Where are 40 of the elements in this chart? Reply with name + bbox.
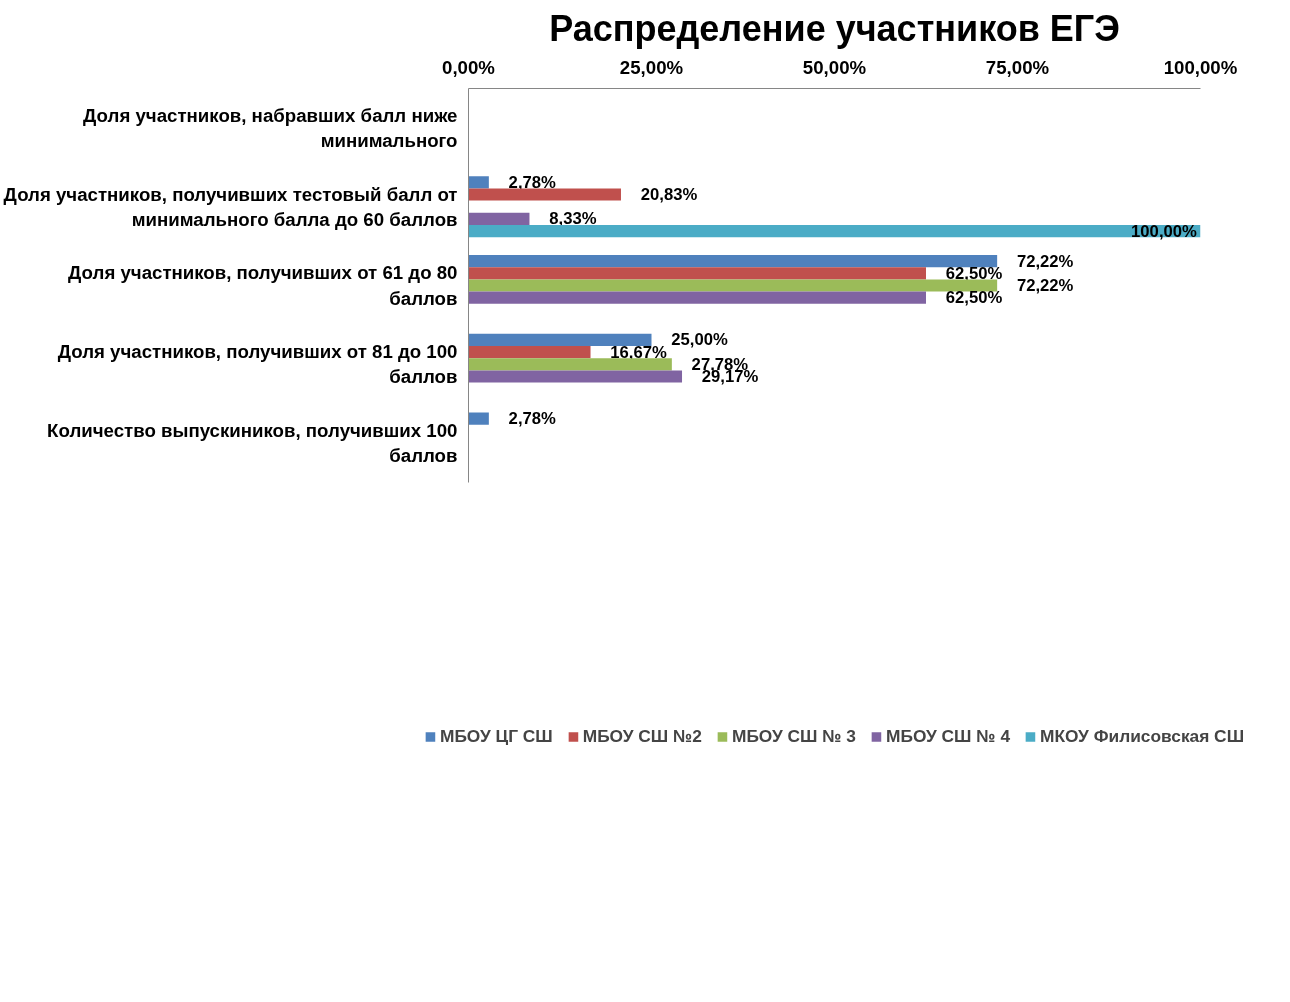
data-label: 16,67%	[610, 342, 667, 362]
y-tick-label: Доля участников, получивших от 81 до 100 баллов	[57, 341, 458, 388]
data-label: 25,00%	[671, 330, 728, 350]
legend-label: МБОУ ЦГ СШ	[439, 725, 553, 747]
data-label: 62,50%	[945, 288, 1003, 308]
chart-title: Распределение участников ЕГЭ	[549, 7, 1120, 49]
bar	[468, 358, 672, 371]
bar	[468, 176, 489, 189]
data-label: 72,22%	[1016, 251, 1074, 271]
bar	[468, 345, 591, 359]
data-label: 8,33%	[549, 209, 597, 229]
bar	[468, 188, 621, 201]
x-tick-label: 100,00%	[1163, 56, 1238, 78]
bar	[468, 412, 489, 425]
legend-label: МКОУ Филисовская СШ	[1040, 725, 1245, 747]
legend-label: МБОУ СШ №2	[582, 725, 702, 747]
y-tick-label: Количество выпускиников, получивших 100 баллов	[47, 420, 458, 467]
data-label: 62,50%	[945, 263, 1003, 283]
bar	[468, 267, 926, 280]
legend-label: МБОУ СШ № 3	[731, 725, 856, 747]
y-tick-label: Доля участников, получивших от 61 до 80 баллов	[68, 262, 458, 309]
x-tick-label: 75,00%	[985, 56, 1050, 78]
y-tick-label: Доля участников, набравших балл ниже минимального	[83, 104, 458, 151]
x-tick-label: 50,00%	[802, 56, 867, 78]
data-label: 2,78%	[508, 172, 557, 192]
bar	[468, 291, 926, 304]
legend-label: МБОУ СШ № 4	[886, 725, 1011, 747]
data-label: 2,78%	[508, 409, 557, 429]
bar	[468, 333, 652, 346]
x-tick-label: 25,00%	[619, 56, 684, 78]
bar	[468, 212, 530, 226]
bar	[468, 254, 998, 268]
y-tick-label: Доля участников, получивших тестовый балл от минимального балла до 60 баллов	[3, 183, 458, 230]
bar	[468, 370, 683, 383]
data-label: 20,83%	[640, 184, 698, 204]
bar	[468, 279, 998, 292]
data-label: 100,00%	[1131, 221, 1198, 241]
x-tick-label: 0,00%	[442, 56, 496, 78]
bar	[468, 225, 1201, 238]
data-label: 72,22%	[1016, 276, 1074, 295]
